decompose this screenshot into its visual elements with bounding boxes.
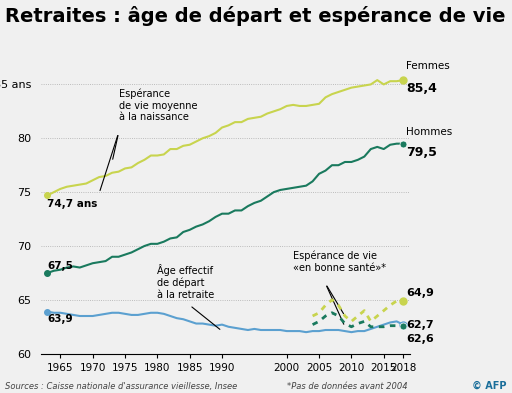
Text: 67,5: 67,5 [48,261,73,271]
Text: 85,4: 85,4 [407,82,437,95]
Text: 64,9: 64,9 [407,288,434,298]
Text: 62,7: 62,7 [407,320,434,330]
Text: Retraites : âge de départ et espérance de vie: Retraites : âge de départ et espérance d… [5,6,506,26]
Text: Femmes: Femmes [407,61,450,72]
Text: Espérance
de vie moyenne
à la naissance: Espérance de vie moyenne à la naissance [119,88,197,122]
Text: 79,5: 79,5 [407,146,437,159]
Text: Hommes: Hommes [407,127,453,137]
Text: Âge effectif
de départ
à la retraite: Âge effectif de départ à la retraite [157,264,215,300]
Text: 62,6: 62,6 [407,334,434,344]
Text: © AFP: © AFP [473,381,507,391]
Text: *Pas de données avant 2004: *Pas de données avant 2004 [287,382,408,391]
Text: Sources : Caisse nationale d'assurance vieillesse, Insee: Sources : Caisse nationale d'assurance v… [5,382,238,391]
Text: 74,7 ans: 74,7 ans [48,198,98,209]
Text: 63,9: 63,9 [48,314,73,324]
Text: Espérance de vie
«en bonne santé»*: Espérance de vie «en bonne santé»* [293,251,386,273]
